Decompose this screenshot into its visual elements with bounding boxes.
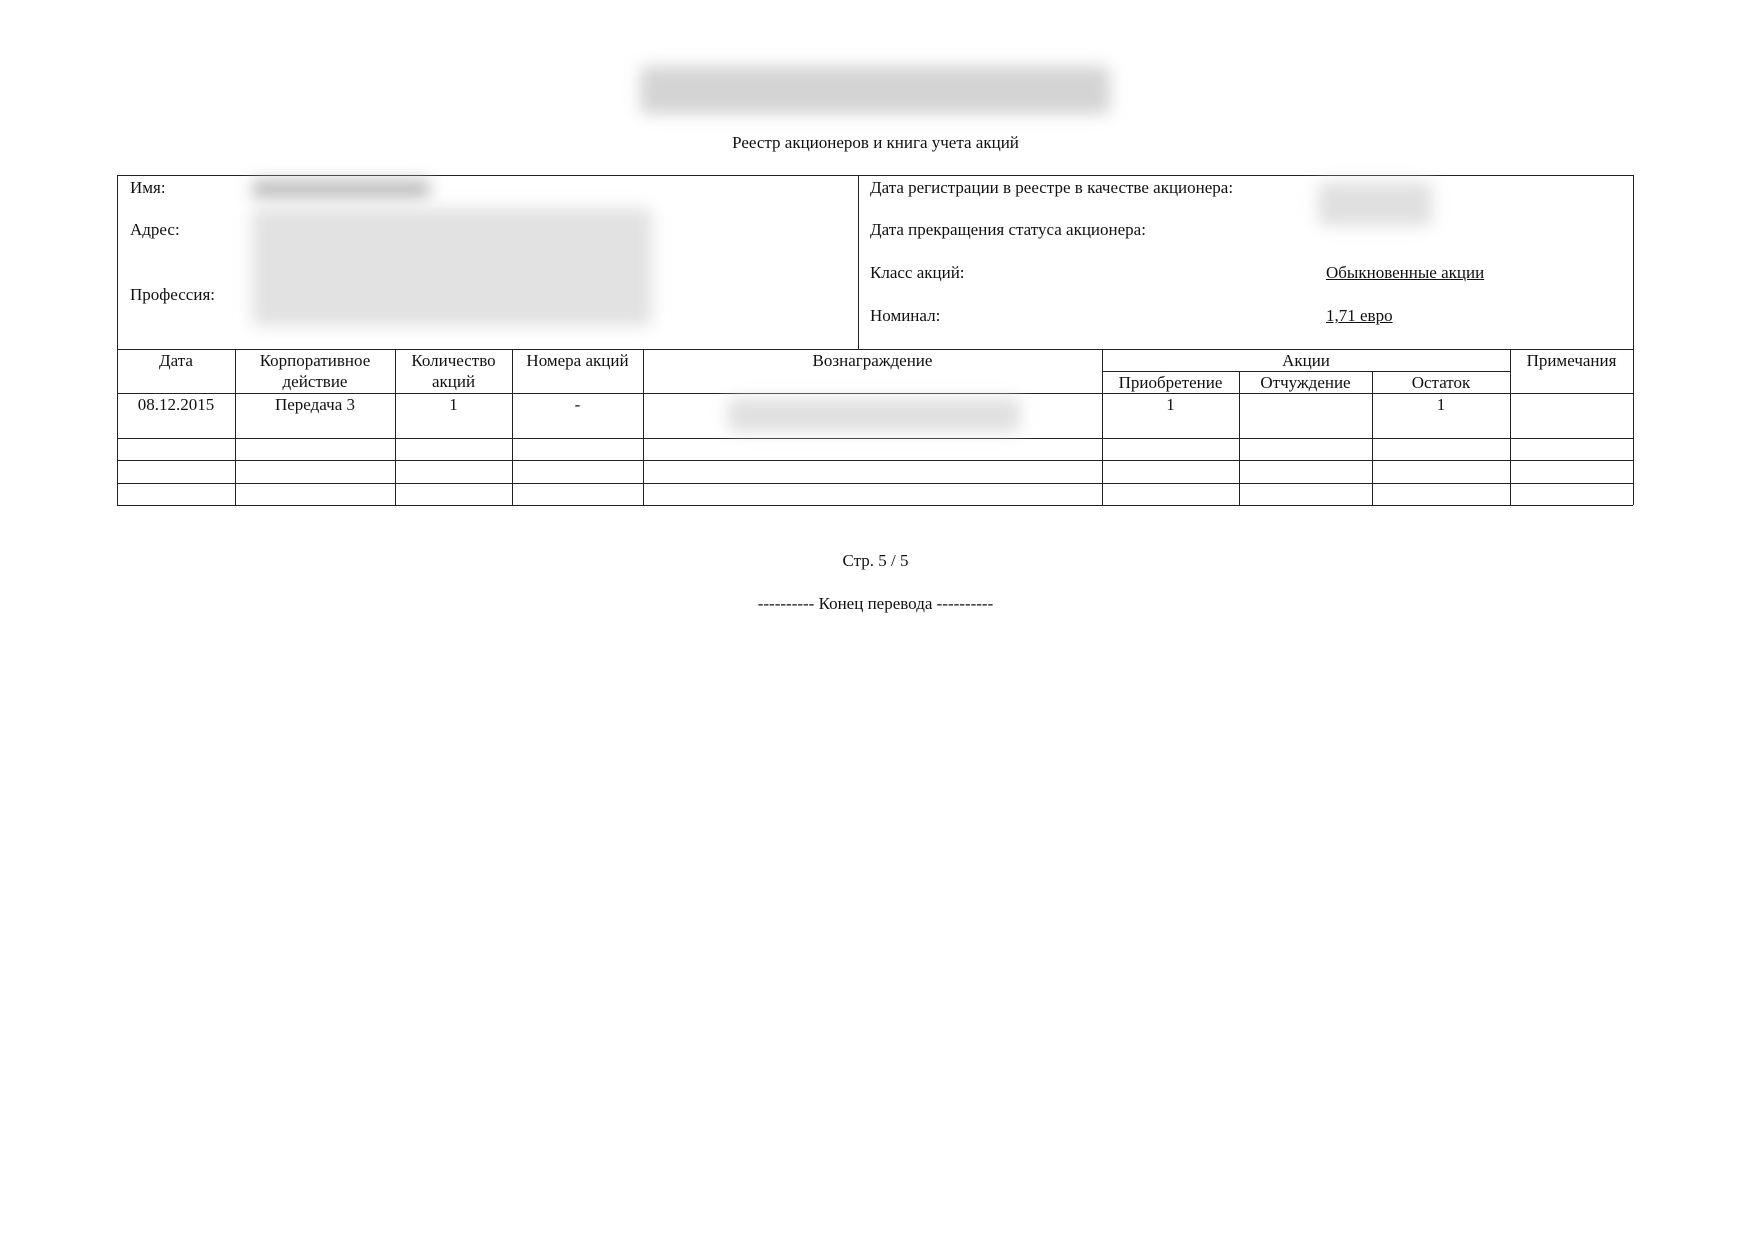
header-action: Корпоративное действие: [259, 351, 371, 391]
nominal-value: 1,71 евро: [1326, 306, 1393, 325]
header-qty: Количество акций: [411, 351, 496, 391]
profession-label: Профессия:: [130, 285, 215, 304]
cell-acquisition: 1: [1166, 395, 1175, 414]
header-disposal: Отчуждение: [1260, 373, 1351, 392]
redacted-reward: [728, 398, 1020, 432]
header-numbers: Номера акций: [526, 351, 629, 370]
redacted-header: [640, 66, 1110, 114]
reg-date-label: Дата регистрации в реестре в качестве ак…: [870, 178, 1234, 197]
end-date-label: Дата прекращения статуса акционера:: [870, 220, 1146, 239]
header-date: Дата: [159, 351, 193, 370]
nominal-label: Номинал:: [870, 306, 941, 325]
redacted-reg-date: [1318, 182, 1432, 226]
document-title: Реестр акционеров и книга учета акций: [732, 133, 1019, 152]
end-of-translation: ---------- Конец перевода ----------: [757, 594, 994, 613]
page-number: Стр. 5 / 5: [842, 551, 909, 570]
header-shares: Акции: [1282, 351, 1330, 370]
name-label: Имя:: [130, 178, 166, 197]
header-acquisition: Приобретение: [1118, 373, 1223, 392]
header-remainder: Остаток: [1411, 373, 1471, 392]
cell-remainder: 1: [1436, 395, 1446, 414]
class-label: Класс акций:: [870, 263, 965, 282]
cell-action: Передача 3: [274, 395, 355, 414]
address-label: Адрес:: [130, 220, 180, 239]
header-notes: Примечания: [1526, 351, 1617, 370]
redacted-address: [252, 208, 652, 326]
cell-date: 08.12.2015: [137, 395, 215, 414]
redacted-name: [252, 180, 430, 198]
cell-numbers: -: [574, 395, 581, 414]
header-reward: Вознаграждение: [812, 351, 933, 370]
cell-qty: 1: [449, 395, 458, 414]
class-value: Обыкновенные акции: [1326, 263, 1485, 282]
